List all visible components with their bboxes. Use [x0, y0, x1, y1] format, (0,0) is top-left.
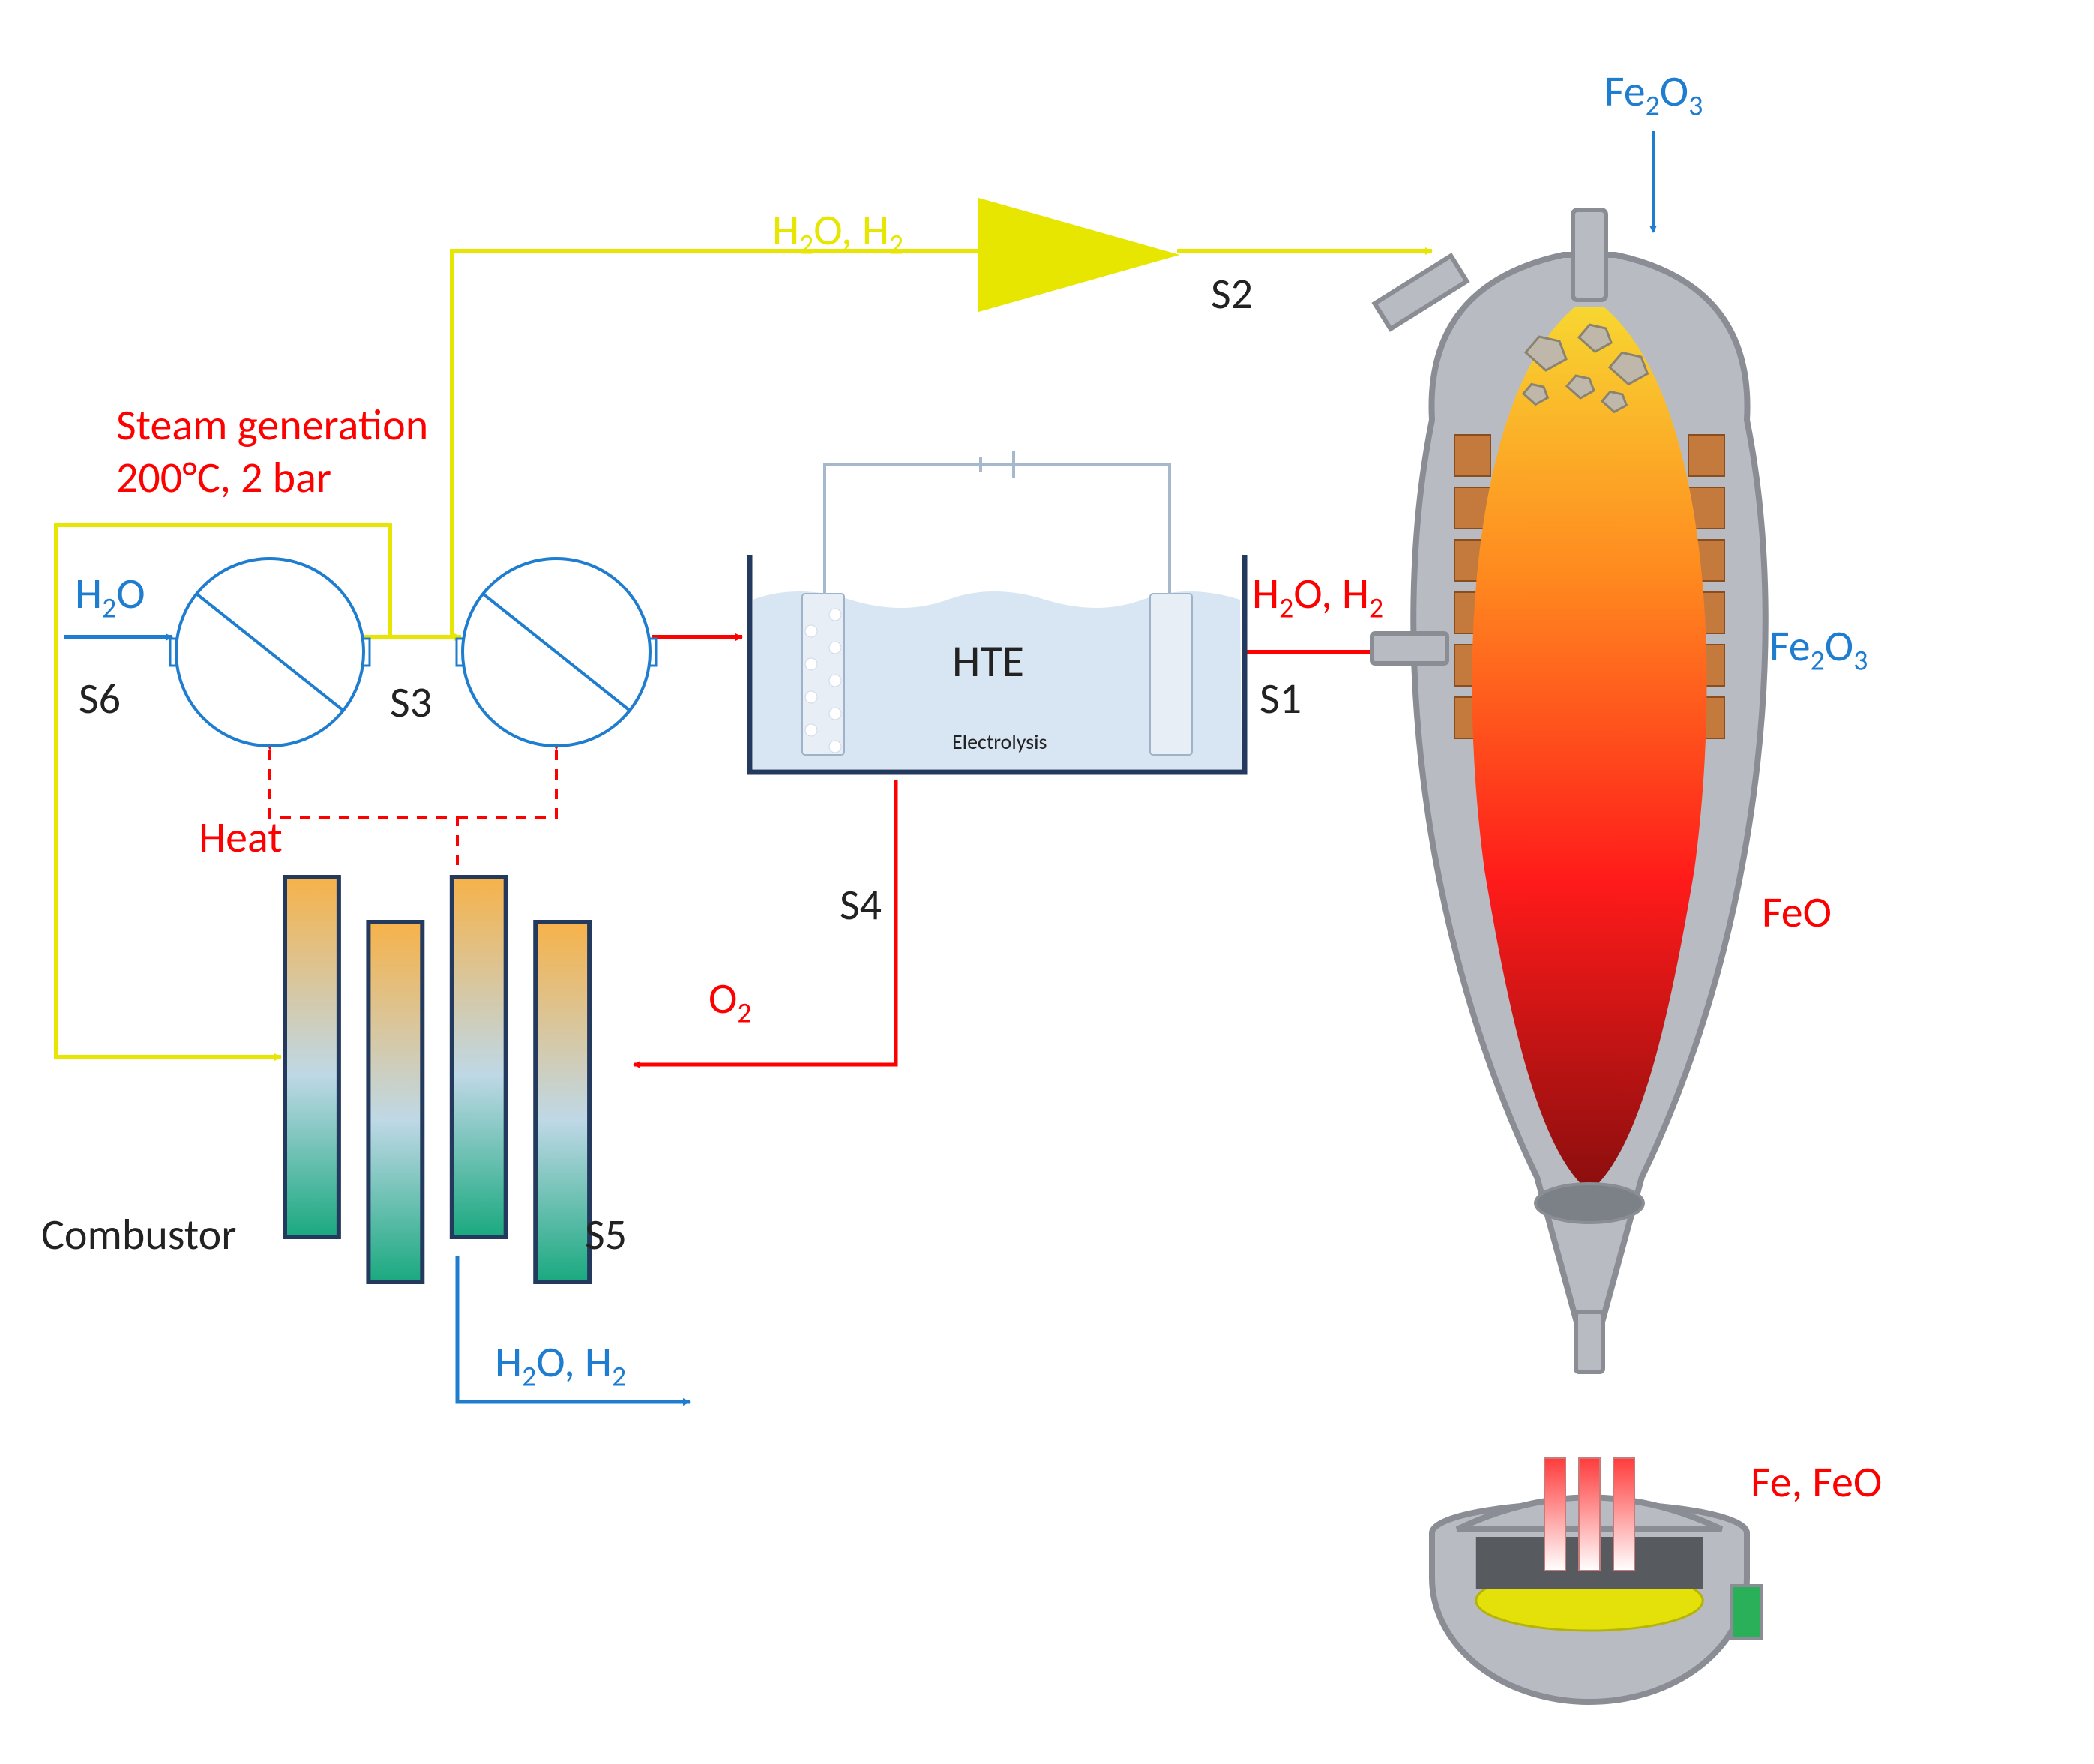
label-h2o_h2_y: H2O, H2 [772, 206, 903, 261]
label-steam_ln2: 200°C, 2 bar [116, 454, 331, 502]
combustor [285, 877, 589, 1282]
flow-heat2 [457, 750, 556, 817]
label-s4: S4 [840, 881, 882, 929]
label-feo_r: FeO [1762, 888, 1832, 936]
label-s2: S2 [1211, 270, 1253, 318]
label-h2o_h2_b: H2O, H2 [495, 1338, 626, 1393]
label-steam_ln1: Steam generation [116, 401, 428, 449]
diagram-stage: Fe2O3 S2 H2O, H2 Steam generation 200°C, 2 b… [0, 0, 2094, 1760]
label-o2: O2 [708, 975, 752, 1029]
separator-triangle [978, 199, 1177, 311]
label-s5: S5 [585, 1211, 627, 1259]
label-fe2o3_r: Fe2O3 [1769, 622, 1868, 677]
label-heat: Heat [199, 813, 283, 861]
flow-heat1 [270, 750, 457, 873]
electrolyser-hte [750, 451, 1245, 772]
label-s3: S3 [390, 678, 432, 726]
label-fe_feo: Fe, FeO [1751, 1458, 1882, 1506]
label-combustor: Combustor [41, 1211, 237, 1259]
shaft-furnace [1372, 210, 1766, 1372]
heat-exchanger-1 [170, 559, 370, 746]
electric-arc-furnace [1432, 1458, 1762, 1702]
label-h2o_in: H2O [75, 570, 145, 624]
label-hte: HTE [952, 637, 1024, 687]
label-electrolysis: Electrolysis [952, 731, 1047, 754]
heat-exchanger-2 [457, 559, 656, 746]
label-fe2o3_top: Fe2O3 [1604, 67, 1703, 122]
label-s6: S6 [79, 675, 121, 723]
label-h2o_h2_r: H2O, H2 [1252, 570, 1383, 624]
label-s1: S1 [1260, 675, 1302, 723]
